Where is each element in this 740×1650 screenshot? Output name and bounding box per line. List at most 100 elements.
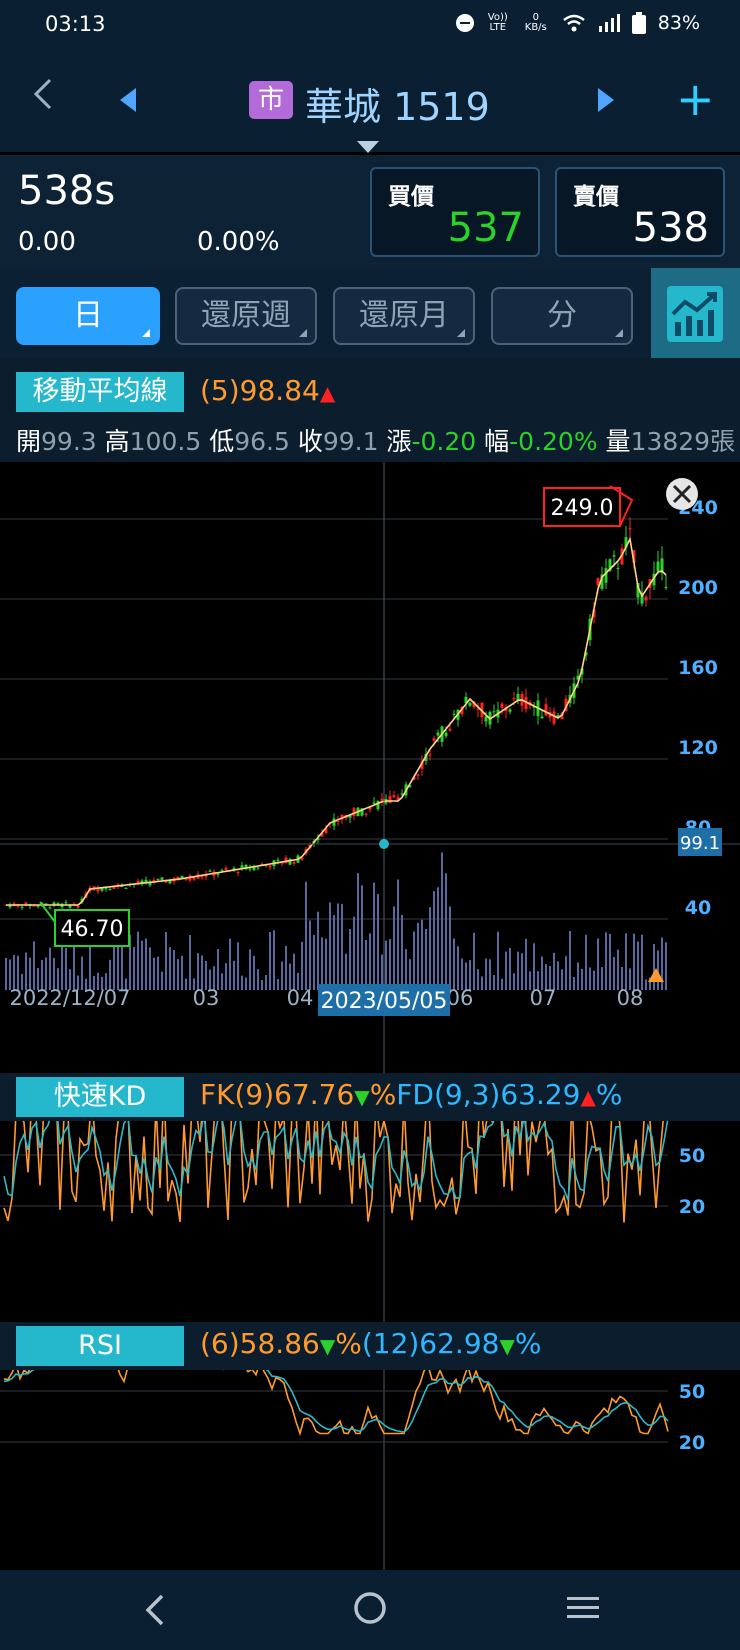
volume-bar	[661, 937, 663, 990]
candle-body	[664, 586, 668, 588]
volume-bar	[625, 933, 627, 990]
candle-body	[348, 814, 352, 818]
volte-icon: Vo)) LTE	[486, 13, 510, 33]
volume-bar	[621, 967, 623, 990]
candle-body	[216, 873, 220, 875]
volume-bar	[193, 978, 195, 990]
volume-bar	[237, 942, 239, 990]
tab-adjusted-month[interactable]: 還原月	[333, 287, 475, 345]
high-value: 100.5	[129, 427, 202, 456]
volume-bar	[189, 934, 191, 990]
ask-box[interactable]: 賣價 538	[555, 167, 725, 257]
stock-title[interactable]: 華城 1519	[305, 85, 490, 129]
volume-bar	[221, 973, 223, 990]
chart-type-button[interactable]	[651, 268, 740, 358]
next-stock-triangle-icon[interactable]	[598, 88, 614, 112]
candle-body	[36, 905, 40, 907]
battery-percent: 83%	[657, 12, 700, 34]
volume-bar	[209, 969, 211, 990]
tab-minute[interactable]: 分	[491, 287, 633, 345]
volume-bars	[5, 852, 667, 990]
fk-line	[3, 1080, 669, 1223]
volume-bar	[565, 956, 567, 990]
volume-bar	[281, 961, 283, 990]
x-tick-label: 06	[447, 986, 474, 1010]
candle-body	[236, 872, 240, 874]
bid-box[interactable]: 買價 537	[370, 167, 540, 257]
down-arrow-icon: ▼	[354, 1085, 370, 1109]
candle-body	[256, 867, 260, 869]
volume-bar	[573, 977, 575, 990]
candle-body	[368, 807, 372, 810]
candle-body	[100, 887, 104, 891]
volume-bar	[325, 938, 327, 990]
candle-body	[428, 754, 432, 756]
volume-bar	[65, 947, 67, 990]
candle-body	[180, 875, 184, 879]
volume-bar	[245, 977, 247, 990]
y-tick-label: 40	[685, 897, 711, 919]
dnd-icon	[455, 14, 474, 32]
volume-bar	[169, 947, 171, 990]
volume-bar	[517, 951, 519, 990]
candle-body	[544, 704, 548, 716]
prev-stock-triangle-icon[interactable]	[120, 88, 136, 112]
volume-bar	[429, 907, 431, 990]
kd-label[interactable]: 快速KD	[16, 1077, 184, 1117]
ma-label[interactable]: 移動平均線	[16, 372, 184, 412]
volume-bar	[153, 957, 155, 990]
volume-bar	[181, 955, 183, 990]
tab-day[interactable]: 日	[16, 287, 160, 345]
nav-home-icon[interactable]	[352, 1590, 388, 1626]
dropdown-caret-icon[interactable]	[357, 141, 379, 153]
rsi-label[interactable]: RSI	[16, 1326, 184, 1366]
candle-body	[564, 698, 568, 711]
volume-bar	[177, 959, 179, 990]
volume-bar	[57, 968, 59, 990]
volume-bar	[349, 929, 351, 990]
candle-body	[268, 865, 272, 868]
candle-body	[124, 887, 128, 889]
candle-body	[104, 888, 108, 890]
candle-body	[284, 857, 288, 863]
close-circle-icon[interactable]	[666, 478, 698, 510]
volume-bar	[605, 932, 607, 990]
volume-bar	[5, 957, 7, 990]
system-nav-bar	[0, 1570, 740, 1650]
volume-bar	[341, 904, 343, 990]
volume-bar	[393, 906, 395, 990]
volume-bar	[53, 958, 55, 990]
price-change-pct: 0.00%	[197, 227, 280, 257]
ma-value: (5)98.84▲	[200, 374, 335, 407]
tab-adjusted-week[interactable]: 還原週	[175, 287, 317, 345]
volume-bar	[477, 969, 479, 990]
candle-body	[244, 864, 248, 870]
add-plus-icon[interactable]: +	[676, 72, 715, 126]
dropdown-corner-icon	[142, 329, 150, 337]
volume-bar	[249, 949, 251, 990]
volume-bar	[645, 979, 647, 990]
volume-bar	[537, 971, 539, 990]
rsi-values: (6)58.86▼%(12)62.98▼%	[200, 1327, 541, 1360]
volume-bar	[381, 954, 383, 990]
volume-bar	[205, 960, 207, 990]
high-tag-box	[543, 487, 621, 527]
volume-bar	[229, 938, 231, 990]
volume-bar	[461, 958, 463, 990]
volume-bar	[37, 968, 39, 990]
ohlc-row: 開99.3 高100.5 低96.5 收99.1 漲-0.20 幅-0.20% …	[0, 422, 740, 462]
back-chevron-icon[interactable]	[32, 76, 54, 121]
candle-body	[240, 865, 244, 870]
volume-bar	[357, 873, 359, 990]
volume-bar	[9, 959, 11, 990]
nav-menu-icon[interactable]	[566, 1592, 600, 1624]
y-tick-label: 160	[678, 657, 718, 679]
volume-bar	[533, 943, 535, 990]
candle-body	[376, 801, 380, 810]
candle-body	[556, 715, 560, 718]
volume-bar	[453, 938, 455, 990]
close-value: 99.1	[322, 427, 379, 456]
nav-back-icon[interactable]	[140, 1592, 170, 1628]
x-axis-labels: 2022/12/07 03 04 06 07 08	[9, 986, 643, 1010]
